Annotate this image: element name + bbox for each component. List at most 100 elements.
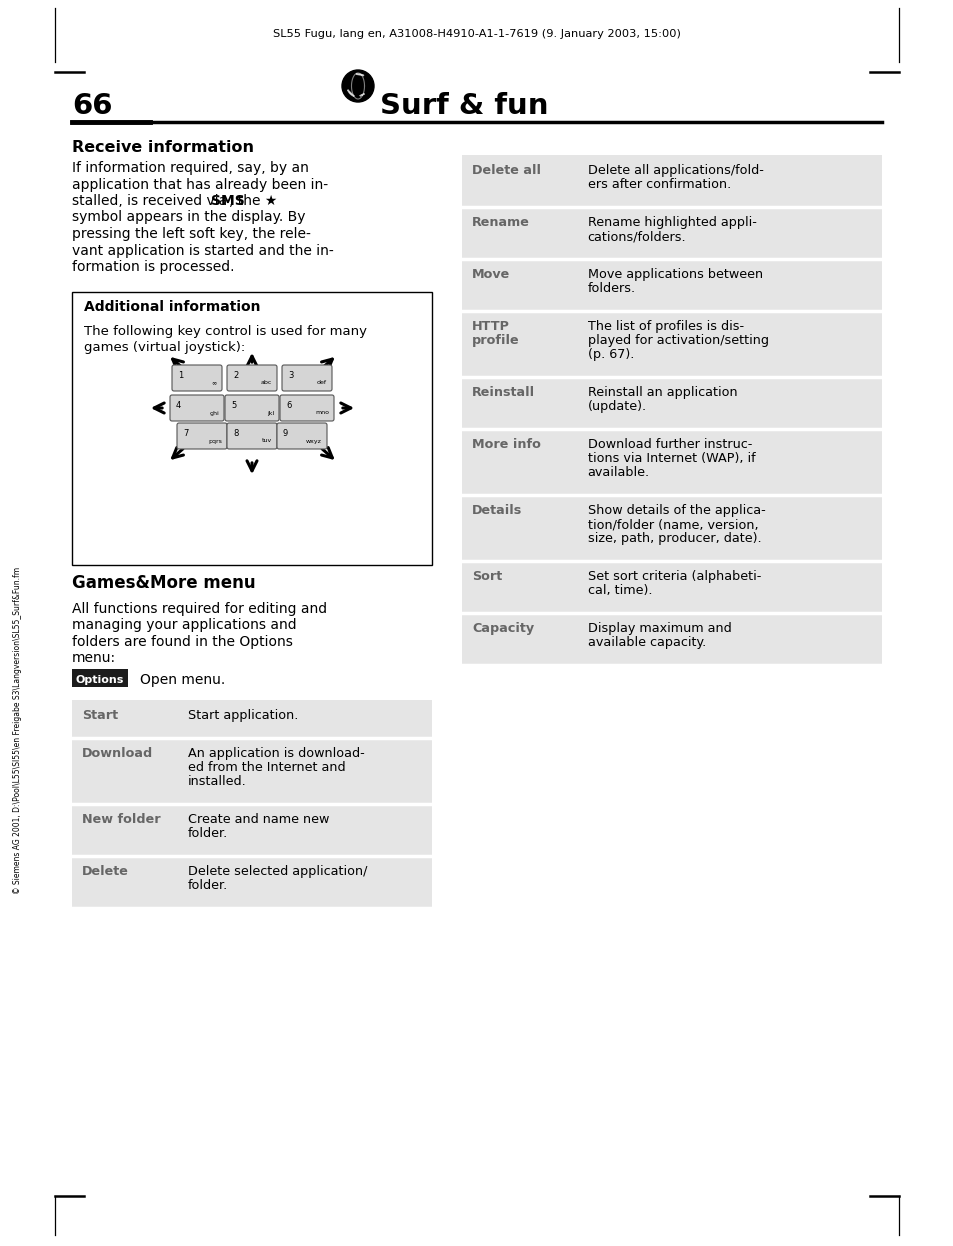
Text: available capacity.: available capacity. [587, 635, 705, 649]
Bar [461, 378, 882, 429]
Text: Receive information: Receive information [71, 141, 253, 156]
Text: Games&More menu: Games&More menu [71, 574, 255, 592]
Text: folder.: folder. [188, 878, 228, 892]
Text: Delete all: Delete all [472, 164, 540, 177]
Text: ∞: ∞ [212, 380, 216, 385]
Text: 6: 6 [286, 401, 291, 410]
FancyBboxPatch shape [282, 365, 332, 391]
Text: Create and name new: Create and name new [188, 812, 329, 826]
Bar [461, 561, 882, 613]
Text: Additional information: Additional information [84, 300, 260, 314]
Text: 66: 66 [71, 92, 112, 120]
Bar [71, 669, 128, 687]
Bar [461, 312, 882, 378]
Bar [461, 495, 882, 561]
Text: 1: 1 [178, 371, 183, 380]
FancyBboxPatch shape [280, 395, 334, 421]
Text: The following key control is used for many: The following key control is used for ma… [84, 325, 367, 338]
Text: Rename: Rename [472, 216, 529, 229]
Bar [71, 292, 432, 564]
Text: played for activation/setting: played for activation/setting [587, 334, 768, 346]
Text: folders are found in the Options: folders are found in the Options [71, 635, 293, 649]
Text: tion/folder (name, version,: tion/folder (name, version, [587, 518, 758, 531]
Text: profile: profile [472, 334, 519, 346]
Text: 5: 5 [231, 401, 236, 410]
Text: ers after confirmation.: ers after confirmation. [587, 178, 730, 191]
Text: Download further instruc-: Download further instruc- [587, 439, 751, 451]
Bar [461, 259, 882, 312]
Bar [71, 700, 432, 738]
Text: Move applications between: Move applications between [587, 268, 762, 282]
Text: folder.: folder. [188, 827, 228, 840]
Text: Delete: Delete [82, 865, 129, 878]
Text: stalled, is received via: stalled, is received via [71, 194, 232, 208]
Text: jkl: jkl [267, 410, 274, 415]
Text: Options: Options [75, 675, 124, 685]
Text: pressing the left soft key, the rele-: pressing the left soft key, the rele- [71, 227, 311, 240]
Text: ghi: ghi [209, 410, 219, 415]
Text: (p. 67).: (p. 67). [587, 348, 634, 361]
Text: tions via Internet (WAP), if: tions via Internet (WAP), if [587, 452, 755, 465]
Polygon shape [359, 93, 364, 96]
Text: Display maximum and: Display maximum and [587, 622, 731, 635]
Text: SMS: SMS [211, 194, 244, 208]
Text: managing your applications and: managing your applications and [71, 618, 296, 633]
Polygon shape [355, 74, 364, 76]
Bar [461, 155, 882, 207]
Text: The list of profiles is dis-: The list of profiles is dis- [587, 320, 743, 333]
Text: def: def [316, 380, 327, 385]
Text: © Siemens AG 2001, D:\Pool\L55\SI55\en Freigabe S3\Langversion\SL55_Surf&Fun.fm: © Siemens AG 2001, D:\Pool\L55\SI55\en F… [13, 567, 23, 893]
Text: An application is download-: An application is download- [188, 748, 364, 760]
Bar [71, 856, 432, 908]
Text: SL55 Fugu, lang en, A31008-H4910-A1-1-7619 (9. January 2003, 15:00): SL55 Fugu, lang en, A31008-H4910-A1-1-76… [273, 29, 680, 39]
Text: Rename highlighted appli-: Rename highlighted appli- [587, 216, 756, 229]
Text: 7: 7 [183, 430, 188, 439]
Text: Start: Start [82, 709, 118, 721]
Circle shape [341, 70, 374, 102]
Text: symbol appears in the display. By: symbol appears in the display. By [71, 211, 305, 224]
Text: Delete all applications/fold-: Delete all applications/fold- [587, 164, 762, 177]
Text: tuv: tuv [261, 439, 272, 444]
Text: installed.: installed. [188, 775, 247, 787]
Text: 4: 4 [175, 401, 181, 410]
Text: More info: More info [472, 439, 540, 451]
Text: folders.: folders. [587, 282, 635, 295]
Text: New folder: New folder [82, 812, 160, 826]
Text: mno: mno [314, 410, 329, 415]
Text: cations/folders.: cations/folders. [587, 231, 685, 243]
Text: pqrs: pqrs [208, 439, 222, 444]
Text: Start application.: Start application. [188, 709, 298, 721]
Text: games (virtual joystick):: games (virtual joystick): [84, 341, 245, 354]
Text: Details: Details [472, 503, 521, 517]
Polygon shape [347, 90, 354, 96]
Text: wxyz: wxyz [306, 439, 322, 444]
Text: Reinstall an application: Reinstall an application [587, 386, 737, 399]
Text: size, path, producer, date).: size, path, producer, date). [587, 532, 760, 545]
Text: Capacity: Capacity [472, 622, 534, 635]
Text: Set sort criteria (alphabeti-: Set sort criteria (alphabeti- [587, 569, 760, 583]
Text: , the ★: , the ★ [229, 194, 277, 208]
FancyBboxPatch shape [227, 422, 276, 449]
Text: Move: Move [472, 268, 510, 282]
Bar [461, 613, 882, 665]
Text: All functions required for editing and: All functions required for editing and [71, 602, 327, 616]
Text: 8: 8 [233, 430, 238, 439]
Text: application that has already been in-: application that has already been in- [71, 177, 328, 192]
Text: 9: 9 [283, 430, 288, 439]
Text: (update).: (update). [587, 400, 646, 412]
Text: Sort: Sort [472, 569, 501, 583]
Text: If information required, say, by an: If information required, say, by an [71, 161, 309, 174]
FancyBboxPatch shape [172, 365, 222, 391]
Bar [461, 207, 882, 259]
FancyBboxPatch shape [227, 365, 276, 391]
Text: Reinstall: Reinstall [472, 386, 535, 399]
Bar [461, 429, 882, 495]
Text: vant application is started and the in-: vant application is started and the in- [71, 243, 334, 258]
Text: HTTP: HTTP [472, 320, 509, 333]
FancyBboxPatch shape [225, 395, 278, 421]
Text: Surf & fun: Surf & fun [379, 92, 548, 120]
Text: ed from the Internet and: ed from the Internet and [188, 761, 345, 774]
Text: abc: abc [260, 380, 272, 385]
Text: 2: 2 [233, 371, 238, 380]
FancyBboxPatch shape [276, 422, 327, 449]
